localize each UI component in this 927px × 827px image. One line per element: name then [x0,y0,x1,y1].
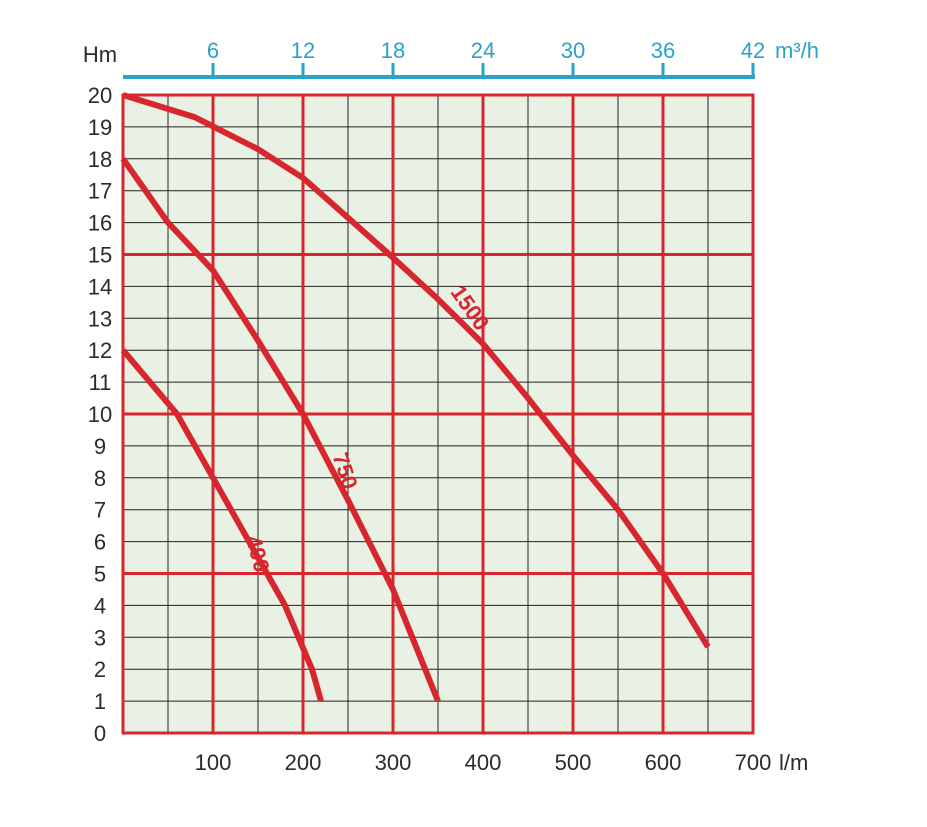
y-tick-label: 5 [94,562,106,587]
y-tick-label: 17 [88,179,112,204]
x2-tick-labels: 6 12 18 24 30 36 42 m³/h [207,38,819,63]
x2-tick-label: 24 [471,38,495,63]
y-tick-label: 2 [94,657,106,682]
y-tick-label: 12 [88,338,112,363]
x-tick-labels: 100 200 300 400 500 600 700 l/m [195,750,809,775]
plot-frame [121,93,755,735]
x-tick-label: 500 [555,750,592,775]
y-tick-label: 6 [94,530,106,555]
x-tick-label: 700 [735,750,772,775]
x2-tick-label: 12 [291,38,315,63]
y-tick-label: 3 [94,625,106,650]
y-tick-label: 8 [94,466,106,491]
y-tick-label: 20 [88,83,112,108]
x-tick-label: 100 [195,750,232,775]
x2-tick-label: 30 [561,38,585,63]
y-tick-label: 7 [94,498,106,523]
x2-axis-unit-label: m³/h [775,38,819,63]
curve-400 [120,348,324,702]
y-tick-label: 13 [88,306,112,331]
x-tick-label: 300 [375,750,412,775]
y-tick-label: 0 [94,721,106,746]
x-tick-label: 600 [645,750,682,775]
y-tick-label: 18 [88,147,112,172]
y-tick-label: 19 [88,115,112,140]
y-tick-label: 1 [94,689,106,714]
y-tick-label: 14 [88,274,112,299]
y-tick-label: 11 [89,370,112,395]
y-axis-label: Hm [83,42,117,67]
y-tick-label: 10 [88,402,112,427]
x-axis-unit-label: l/m [779,750,808,775]
x-tick-label: 200 [285,750,322,775]
x2-tick-label: 6 [207,38,219,63]
y-tick-label: 15 [88,243,112,268]
top-axis-flow-m3h [123,63,755,79]
x2-tick-label: 36 [651,38,675,63]
y-tick-label: 16 [88,211,112,236]
y-tick-label: 9 [94,434,106,459]
pump-curves [120,92,711,703]
x-tick-label: 400 [465,750,502,775]
x2-tick-label: 42 [741,38,765,63]
y-tick-label: 4 [94,593,106,618]
x2-tick-label: 18 [381,38,405,63]
curve-750 [120,157,441,703]
curve-1500 [122,92,711,649]
